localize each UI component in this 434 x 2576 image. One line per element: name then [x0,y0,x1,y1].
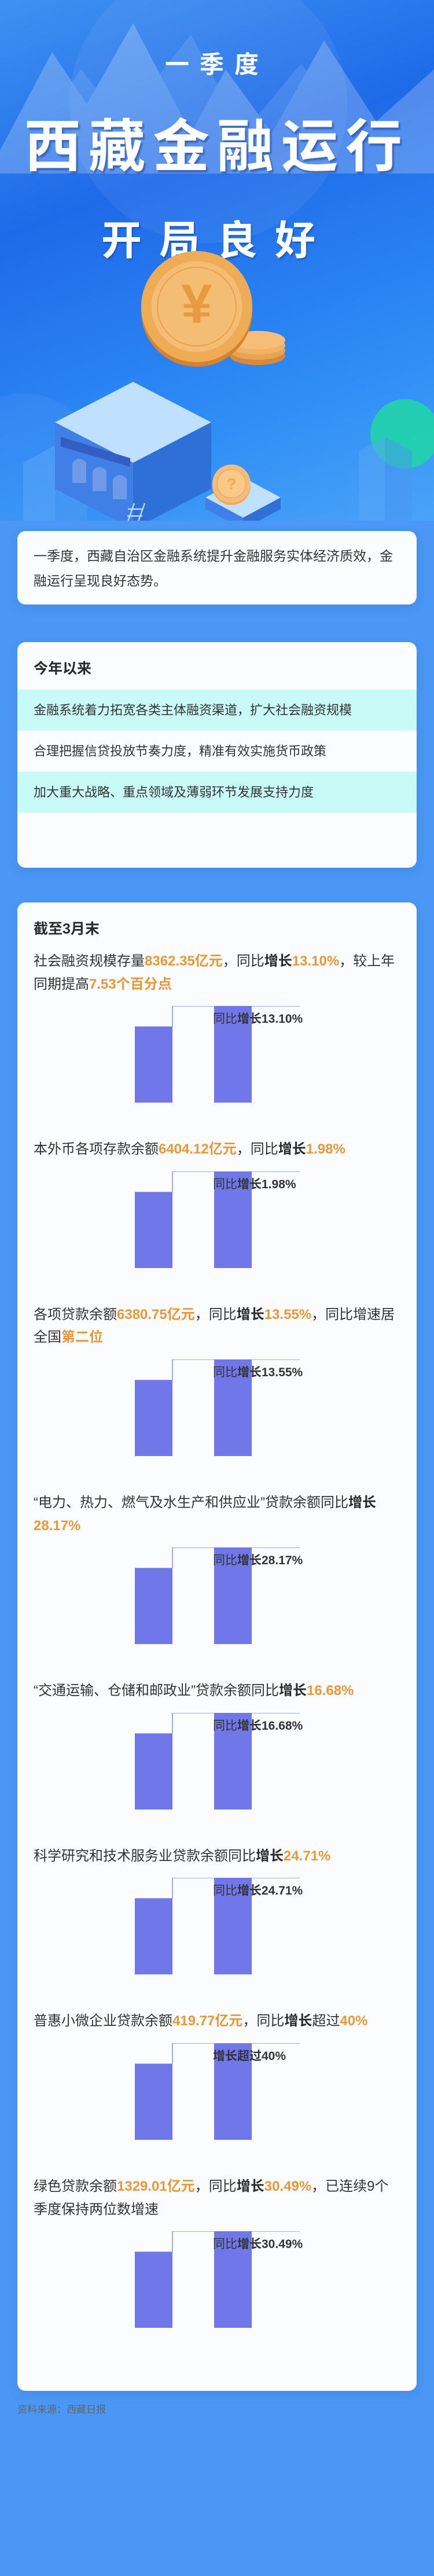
svg-text:?: ? [226,475,236,493]
svg-text:¥: ¥ [181,273,212,335]
